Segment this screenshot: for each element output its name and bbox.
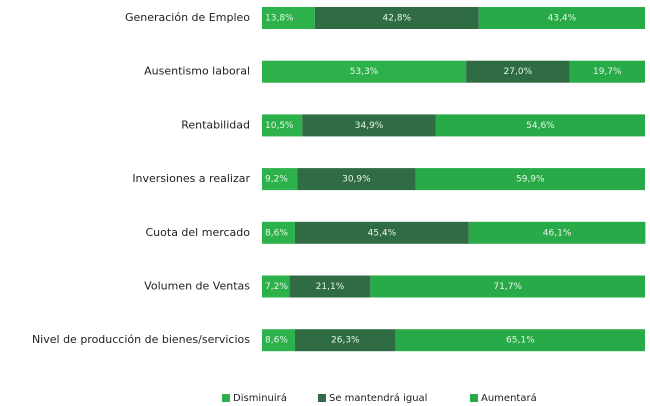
bar-segment xyxy=(395,329,645,352)
value-label: 21,1% xyxy=(316,282,345,292)
value-label: 8,6% xyxy=(265,336,288,346)
bar-segment xyxy=(569,60,645,83)
bar-segment xyxy=(415,168,645,191)
bar-segment xyxy=(297,168,416,191)
value-label: 42,8% xyxy=(383,14,412,24)
legend-swatch xyxy=(470,394,478,402)
bar-segment xyxy=(262,114,303,137)
category-label: Rentabilidad xyxy=(181,118,250,131)
category-label: Nivel de producción de bienes/servicios xyxy=(32,333,250,346)
bar-segment xyxy=(468,221,646,244)
category-label: Inversiones a realizar xyxy=(132,172,250,185)
category-label: Volumen de Ventas xyxy=(144,280,250,293)
category-label: Cuota del mercado xyxy=(146,226,251,239)
value-label: 9,2% xyxy=(265,175,288,185)
value-label: 27,0% xyxy=(504,67,533,77)
value-label: 7,2% xyxy=(265,282,288,292)
bar-segment xyxy=(262,60,467,83)
value-label: 19,7% xyxy=(593,67,622,77)
value-label: 8,6% xyxy=(265,228,288,238)
legend-swatch xyxy=(318,394,326,402)
bar-segment xyxy=(289,275,371,298)
bar-segment xyxy=(262,221,295,244)
legend-label: Se mantendrá igual xyxy=(329,392,427,404)
bar-segment xyxy=(262,168,298,191)
legend-label: Disminuirá xyxy=(233,392,287,404)
bar-segment xyxy=(314,7,479,29)
bar-segment xyxy=(478,7,645,29)
bar-segment xyxy=(435,114,645,137)
value-label: 71,7% xyxy=(493,282,522,292)
value-label: 34,9% xyxy=(355,121,384,131)
value-label: 26,3% xyxy=(331,336,360,346)
value-label: 43,4% xyxy=(548,14,577,24)
value-label: 53,3% xyxy=(350,67,379,77)
bar-segment xyxy=(262,329,295,352)
legend-label: Aumentará xyxy=(481,392,537,404)
bar-segment xyxy=(302,114,436,137)
value-label: 65,1% xyxy=(506,336,535,346)
category-label: Generación de Empleo xyxy=(125,11,250,24)
value-label: 10,5% xyxy=(265,121,294,131)
value-label: 59,9% xyxy=(516,175,545,185)
value-label: 13,8% xyxy=(265,14,294,24)
bar-segment xyxy=(466,60,570,83)
value-label: 46,1% xyxy=(543,228,572,238)
bar-segment xyxy=(262,7,315,29)
value-label: 54,6% xyxy=(526,121,555,131)
value-label: 45,4% xyxy=(368,228,397,238)
legend-swatch xyxy=(222,394,230,402)
bar-segment xyxy=(294,329,396,352)
bar-segment xyxy=(294,221,469,244)
value-label: 30,9% xyxy=(342,175,371,185)
bar-segment xyxy=(262,275,290,298)
bar-segment xyxy=(370,275,645,298)
category-label: Ausentismo laboral xyxy=(144,65,250,78)
